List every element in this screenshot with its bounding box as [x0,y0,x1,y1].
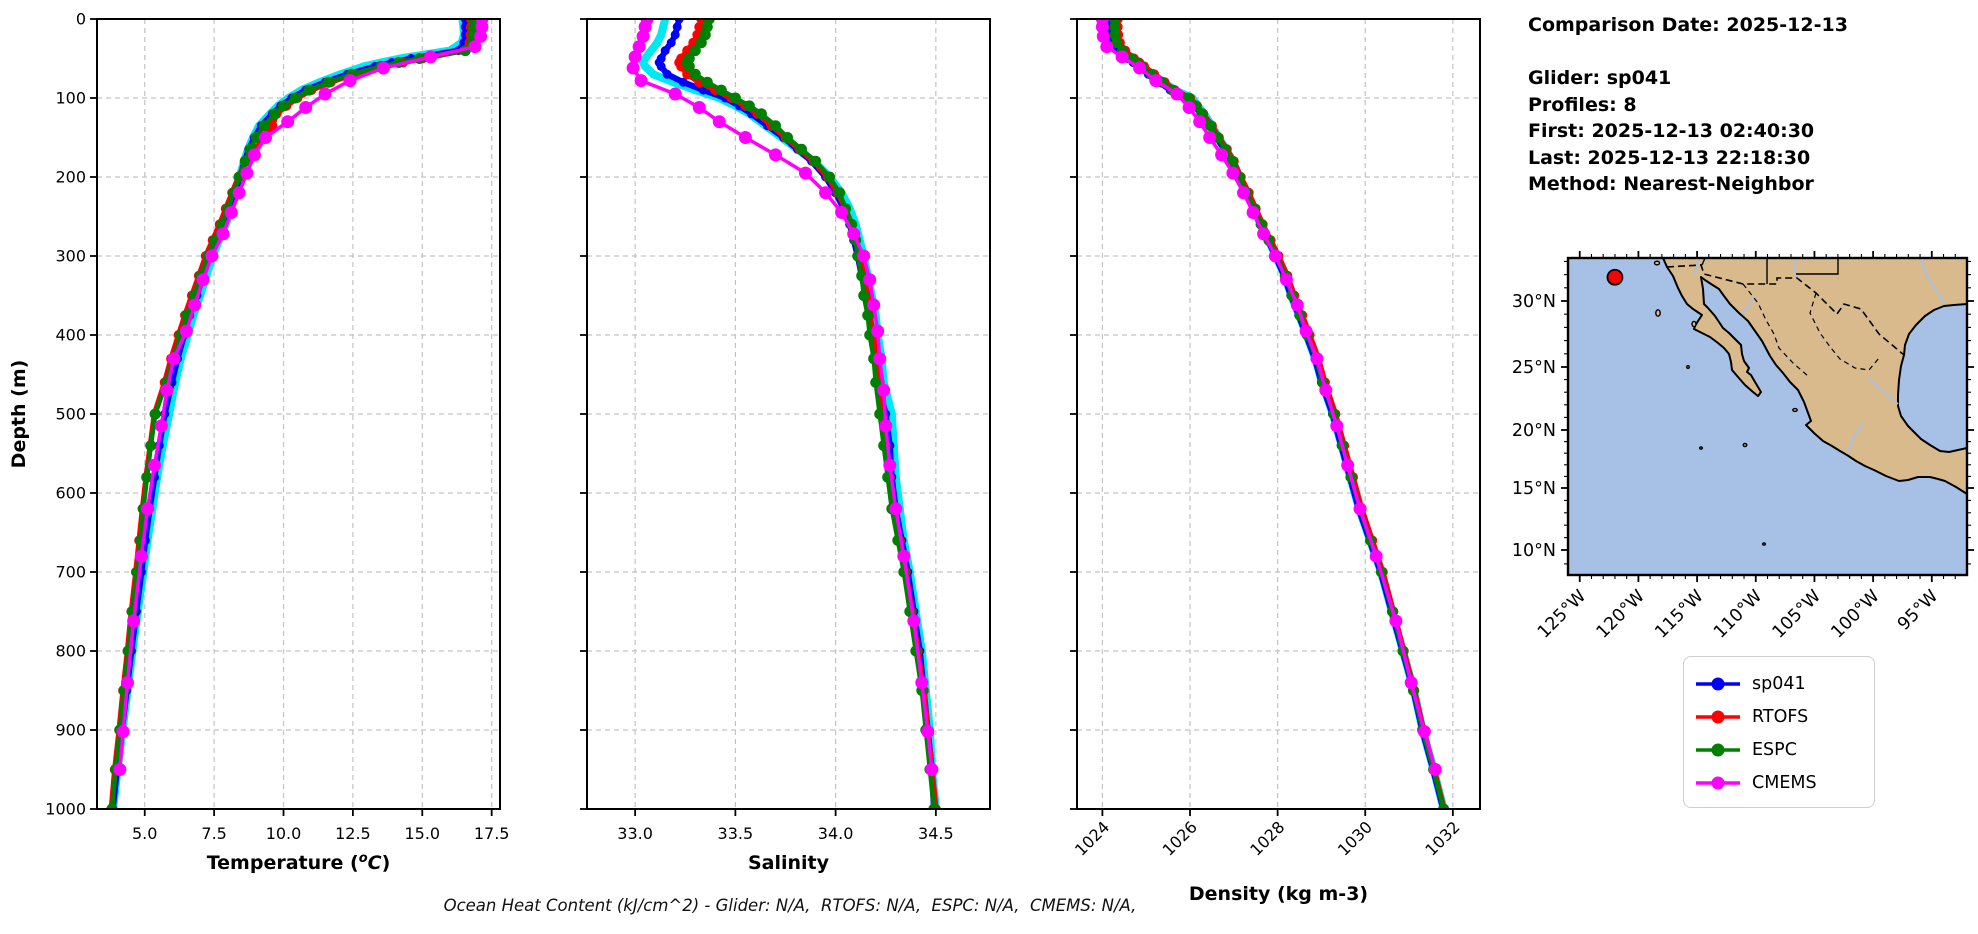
legend-label: CMEMS [1752,772,1817,793]
panel-temperature: 5.0 7.5 10.0 12.5 15.0 17.5 0 100 200 300 400 500 60… [45,10,509,875]
legend-item-cmems: CMEMS [1694,766,1862,799]
x-tick-label: 1030 [1334,817,1376,859]
info-line: Method: Nearest-Neighbor [1528,173,1814,195]
depth-tick-label: 1000 [45,800,86,819]
info-line: Last: 2025-12-13 22:18:30 [1528,146,1811,169]
legend: sp041 RTOFS ESPC CMEMS [1683,656,1875,808]
axis-title-temperature: Temperature (oC) [207,851,391,874]
info-line: Profiles: 8 [1528,93,1637,116]
legend-label: RTOFS [1752,706,1809,727]
legend-line-sample [1696,743,1740,756]
info-line [1528,39,1848,66]
depth-tick-label: 800 [55,642,86,661]
x-tick-label: 34.0 [818,824,854,843]
map-lon-label: 110°W [1710,586,1766,642]
x-tick-label: 5.0 [132,824,157,843]
x-tick-label: 1028 [1246,817,1288,859]
info-line: First: 2025-12-13 02:40:30 [1528,120,1815,142]
map-lon-label: 100°W [1827,586,1883,642]
legend-line-sample [1696,776,1740,789]
x-tick-label: 12.5 [335,824,371,843]
x-tick-label: 33.5 [718,824,754,843]
legend-line-sample [1696,710,1740,723]
map-lat-label: 30°N [1512,292,1556,312]
x-tick-label: 1026 [1159,817,1201,859]
legend-line-sample [1696,677,1740,690]
glider-position-marker [1606,268,1624,286]
x-tick-label: 34.5 [918,824,954,843]
x-tick-label: 33.0 [617,824,653,843]
axis-title-density: Density (kg m-3) [1189,883,1368,905]
footer-note: Ocean Heat Content (kJ/cm^2) - Glider: N… [443,896,1137,915]
depth-tick-label: 500 [55,405,86,424]
info-line: Glider: sp041 [1528,67,1672,89]
panel-density: 1024 1026 1028 1030 1032 Density (kg m-3) [1070,18,1481,905]
map-land [1662,257,1968,495]
x-tick-label: 10.0 [266,824,302,843]
x-tick-label: 1024 [1071,817,1113,859]
x-tick-label: 1032 [1421,817,1463,859]
series-cmems-density [1100,19,1438,772]
map-lon-label: 95°W [1894,586,1942,634]
map-lon-label: 120°W [1593,586,1649,642]
map-lat-label: 20°N [1512,421,1556,441]
info-panel: Comparison Date: 2025-12-13 Glider: sp04… [1528,12,1848,198]
legend-item-sp041: sp041 [1694,667,1862,700]
map-lon-label: 125°W [1534,586,1590,642]
map-border-us-mexico [1666,264,1905,356]
depth-tick-label: 300 [55,247,86,266]
legend-item-espc: ESPC [1694,733,1862,766]
map-lon-label: 115°W [1651,586,1707,642]
map-state-borders-mexico [1742,283,1880,377]
axis-title-depth: Depth (m) [8,360,30,469]
series-cmems-temperature [118,19,484,772]
depth-tick-label: 0 [76,10,86,29]
x-tick-label: 7.5 [201,824,226,843]
map-lat-label: 25°N [1512,358,1556,378]
map-lon-label: 105°W [1769,586,1825,642]
profile-plots: 5.0 7.5 10.0 12.5 15.0 17.5 0 100 200 300 400 500 60… [8,10,1481,905]
info-line: Comparison Date: 2025-12-13 [1528,14,1848,36]
legend-label: ESPC [1752,739,1797,760]
depth-tick-label: 900 [55,721,86,740]
depth-tick-label: 700 [55,563,86,582]
map-islands [1653,260,1798,546]
legend-label: sp041 [1752,673,1806,694]
map-lat-label: 10°N [1512,541,1556,561]
depth-tick-label: 100 [55,89,86,108]
depth-tick-label: 600 [55,484,86,503]
depth-tick-label: 400 [55,326,86,345]
depth-tick-label: 200 [55,168,86,187]
x-tick-label: 15.0 [404,824,440,843]
map-lat-label: 15°N [1512,479,1556,499]
legend-item-rtofs: RTOFS [1694,700,1862,733]
x-tick-label: 17.5 [474,824,510,843]
panel-salinity: 33.0 33.5 34.0 34.5 Salinity [580,18,991,874]
axis-title-salinity: Salinity [748,852,830,874]
map: 125°W 120°W 115°W 110°W 105°W 100°W 95°W 30°N 25… [1512,251,1974,643]
